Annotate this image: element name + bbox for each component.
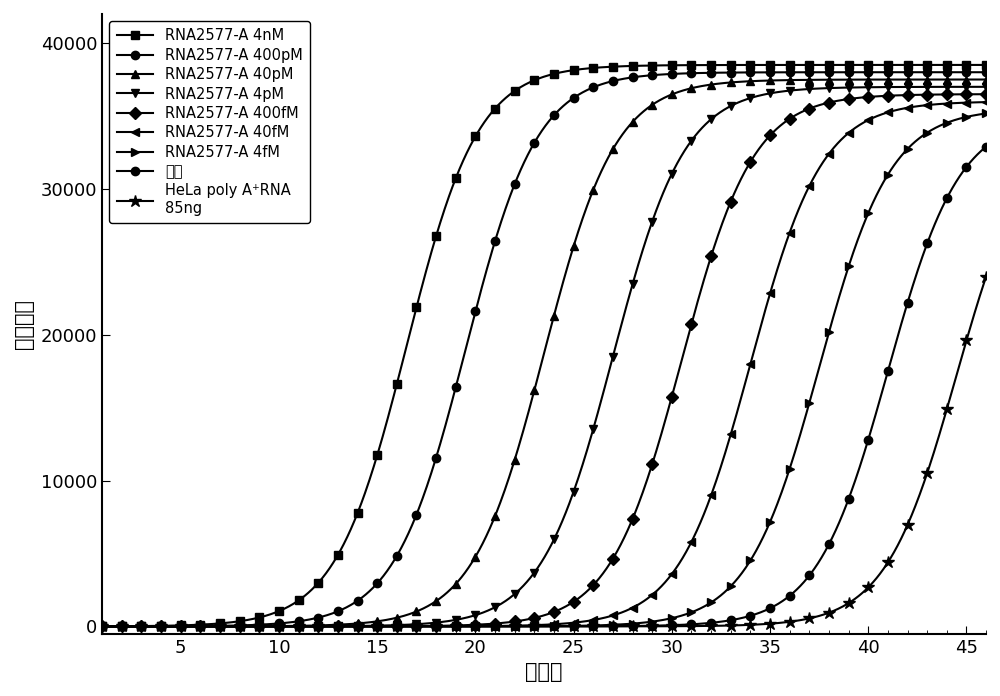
X-axis label: 循环数: 循环数 bbox=[525, 662, 563, 682]
Y-axis label: 荧光强度: 荧光强度 bbox=[14, 299, 34, 349]
Legend: RNA2577-A 4nM, RNA2577-A 400pM, RNA2577-A 40pM, RNA2577-A 4pM, RNA2577-A 400fM, : RNA2577-A 4nM, RNA2577-A 400pM, RNA2577-… bbox=[109, 21, 310, 223]
